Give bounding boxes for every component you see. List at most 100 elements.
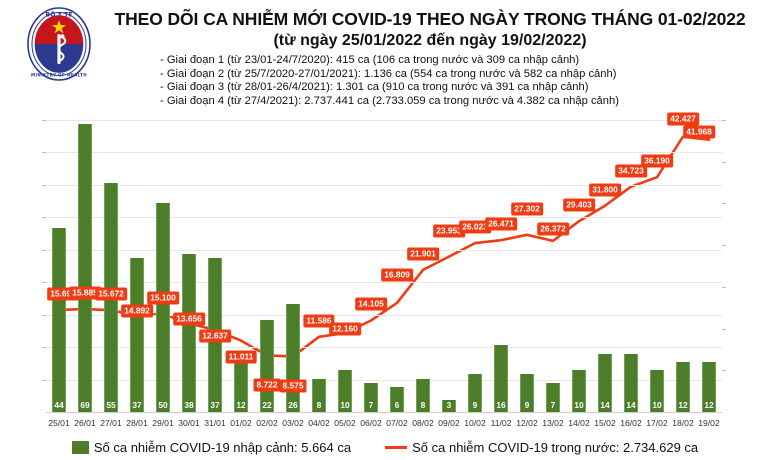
line-value-label: 16.809 — [381, 268, 413, 282]
bar-value-label: 9 — [524, 400, 530, 410]
x-axis-tick-label: 11/02 — [490, 418, 512, 428]
bar-13-02[interactable] — [546, 382, 560, 412]
line-value-label: 42.427 — [667, 112, 699, 126]
y-axis-right-tick-mark — [722, 203, 726, 205]
bar-value-label: 12 — [678, 400, 688, 410]
line-value-label: 41.968 — [683, 125, 715, 139]
y-axis-left-tick-mark — [42, 347, 46, 349]
chart-canvas: 5.00010.00015.00020.00025.00030.00035.00… — [42, 112, 726, 428]
legend-item-imported[interactable]: Số ca nhiễm COVID-19 nhập cảnh: 5.664 ca — [71, 440, 351, 455]
bar-07-02[interactable] — [390, 386, 404, 412]
x-axis-tick-label: 04/02 — [308, 418, 330, 428]
page-title: THEO DÕI CA NHIỄM MỚI COVID-19 THEO NGÀY… — [114, 9, 746, 29]
bar-25-01[interactable] — [52, 228, 66, 412]
bar-value-label: 3 — [446, 400, 452, 410]
bar-28-01[interactable] — [130, 257, 144, 412]
line-value-label: 23.953 — [433, 224, 465, 238]
y-axis-left-tick-mark — [42, 314, 46, 316]
bar-12-02[interactable] — [520, 374, 534, 412]
gridline — [46, 379, 722, 381]
line-value-label: 13.656 — [173, 312, 205, 326]
gridline — [46, 249, 722, 251]
line-value-label: 14.105 — [355, 297, 387, 311]
bar-11-02[interactable] — [494, 345, 508, 412]
line-value-label: 29.403 — [563, 198, 595, 212]
bar-29-01[interactable] — [156, 203, 170, 412]
bar-26-01[interactable] — [78, 124, 92, 412]
red-line-swatch-icon — [385, 445, 408, 449]
line-value-label: 15.672 — [95, 287, 127, 301]
bar-value-label: 37 — [210, 400, 220, 410]
gridline — [46, 120, 722, 121]
bar-15-02[interactable] — [598, 353, 612, 412]
line-value-label: 8.575 — [279, 379, 307, 393]
chart-legend: Số ca nhiễm COVID-19 nhập cảnh: 5.664 ca… — [0, 434, 770, 460]
bar-value-label: 55 — [106, 400, 116, 410]
line-value-label: 15.100 — [147, 291, 179, 305]
y-axis-right-tick-mark — [722, 328, 726, 330]
x-axis-tick-label: 07/02 — [386, 418, 408, 428]
bar-value-label: 9 — [472, 400, 478, 410]
gridline — [46, 184, 722, 186]
bar-06-02[interactable] — [364, 382, 378, 412]
line-value-label: 12.160 — [329, 322, 361, 336]
x-axis-tick-label: 06/02 — [360, 418, 382, 428]
bar-value-label: 8 — [316, 400, 322, 410]
x-axis-tick-label: 31/01 — [204, 418, 226, 428]
gridline — [46, 282, 722, 284]
y-axis-left-tick-mark — [42, 152, 46, 154]
x-axis-tick-label: 09/02 — [438, 418, 460, 428]
gridline — [46, 314, 722, 316]
bar-30-01[interactable] — [182, 253, 196, 412]
line-value-label: 31.800 — [589, 183, 621, 197]
x-axis-tick-label: 05/02 — [334, 418, 356, 428]
x-axis-tick-label: 18/02 — [672, 418, 694, 428]
bar-01-02[interactable] — [234, 361, 248, 412]
bar-value-label: 69 — [80, 400, 90, 410]
bar-value-label: 8 — [420, 400, 426, 410]
phase-summary-list: - Giai đoạn 1 (từ 23/01-24/7/2020): 415 … — [160, 54, 760, 108]
bar-19-02[interactable] — [702, 361, 716, 412]
bar-10-02[interactable] — [468, 374, 482, 412]
x-axis-tick-label: 02/02 — [256, 418, 278, 428]
page-subtitle: (từ ngày 25/01/2022 đến ngày 19/02/2022) — [273, 32, 587, 49]
phase-line-2: - Giai đoạn 2 (từ 25/7/2020-27/01/2021):… — [160, 67, 617, 80]
y-axis-left-tick-mark — [42, 217, 46, 219]
bar-value-label: 10 — [340, 400, 350, 410]
legend-label-domestic: Số ca nhiễm COVID-19 trong nước: 2.734.6… — [412, 439, 699, 455]
y-axis-left-tick-mark — [42, 282, 46, 284]
bar-value-label: 44 — [54, 400, 64, 410]
y-axis-right-tick-mark — [722, 370, 726, 372]
bar-17-02[interactable] — [650, 370, 664, 412]
bar-value-label: 14 — [600, 400, 610, 410]
x-axis-tick-label: 17/02 — [646, 418, 668, 428]
gridline — [46, 217, 722, 219]
x-axis-tick-label: 13/02 — [542, 418, 564, 428]
bar-03-02[interactable] — [286, 303, 300, 412]
x-axis-tick-label: 01/02 — [230, 418, 252, 428]
gridline — [46, 347, 722, 349]
line-value-label: 15.885 — [69, 286, 101, 300]
legend-item-domestic[interactable]: Số ca nhiễm COVID-19 trong nước: 2.734.6… — [385, 440, 698, 455]
y-axis-left-tick-mark — [42, 184, 46, 186]
bar-value-label: 22 — [262, 400, 272, 410]
line-value-label: 36.190 — [641, 154, 673, 168]
logo-bottom-text: MINISTRY OF HEALTH — [31, 73, 87, 78]
bar-02-02[interactable] — [260, 320, 274, 412]
bar-value-label: 6 — [394, 400, 400, 410]
bar-18-02[interactable] — [676, 361, 690, 412]
y-axis-right-tick-mark — [722, 161, 726, 163]
bar-14-02[interactable] — [572, 370, 586, 412]
bar-09-02[interactable] — [442, 399, 456, 412]
x-axis-tick-label: 14/02 — [568, 418, 590, 428]
x-axis-tick-label: 15/02 — [594, 418, 616, 428]
x-axis-tick-label: 16/02 — [620, 418, 642, 428]
bar-05-02[interactable] — [338, 370, 352, 412]
bar-08-02[interactable] — [416, 378, 430, 412]
bar-16-02[interactable] — [624, 353, 638, 412]
y-axis-right-tick-mark — [722, 245, 726, 247]
bar-value-label: 50 — [158, 400, 168, 410]
y-axis-right-tick-mark — [722, 120, 726, 121]
bar-04-02[interactable] — [312, 378, 326, 412]
